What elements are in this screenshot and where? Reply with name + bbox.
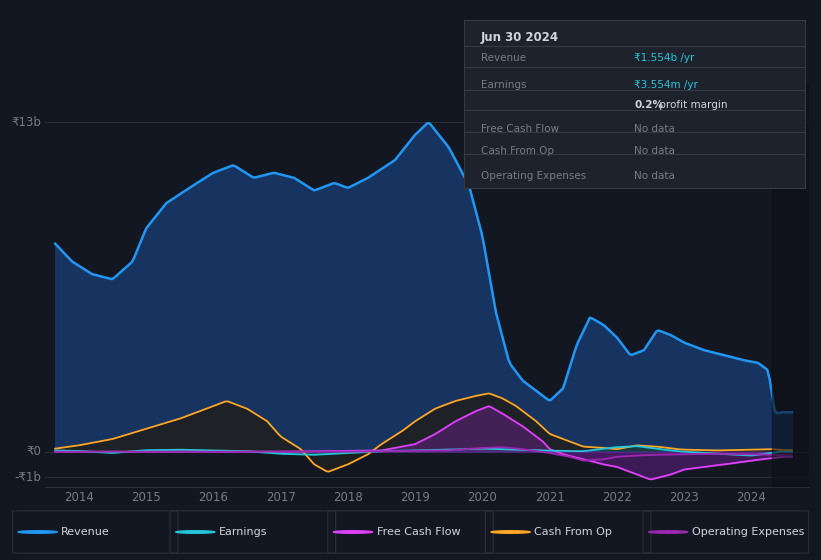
Text: Revenue: Revenue [481,53,526,63]
Text: Revenue: Revenue [62,527,110,537]
Text: Free Cash Flow: Free Cash Flow [481,124,559,134]
Text: ₹1.554b /yr: ₹1.554b /yr [635,53,695,63]
Text: profit margin: profit margin [656,100,728,110]
Text: No data: No data [635,171,675,181]
Text: ₹13b: ₹13b [11,115,41,129]
Text: 0.2%: 0.2% [635,100,663,110]
Circle shape [18,531,57,533]
Text: Operating Expenses: Operating Expenses [481,171,586,181]
Bar [772,84,809,487]
Circle shape [333,531,373,533]
Text: Cash From Op: Cash From Op [534,527,612,537]
Text: Free Cash Flow: Free Cash Flow [377,527,461,537]
Text: Earnings: Earnings [219,527,268,537]
Text: -₹1b: -₹1b [15,470,41,483]
Text: No data: No data [635,146,675,156]
Text: Earnings: Earnings [481,80,526,90]
Text: Cash From Op: Cash From Op [481,146,554,156]
Circle shape [491,531,530,533]
Circle shape [176,531,215,533]
Text: ₹0: ₹0 [26,445,41,458]
Text: No data: No data [635,124,675,134]
Circle shape [649,531,688,533]
Text: Operating Expenses: Operating Expenses [692,527,805,537]
Text: ₹3.554m /yr: ₹3.554m /yr [635,80,698,90]
Text: Jun 30 2024: Jun 30 2024 [481,31,559,44]
